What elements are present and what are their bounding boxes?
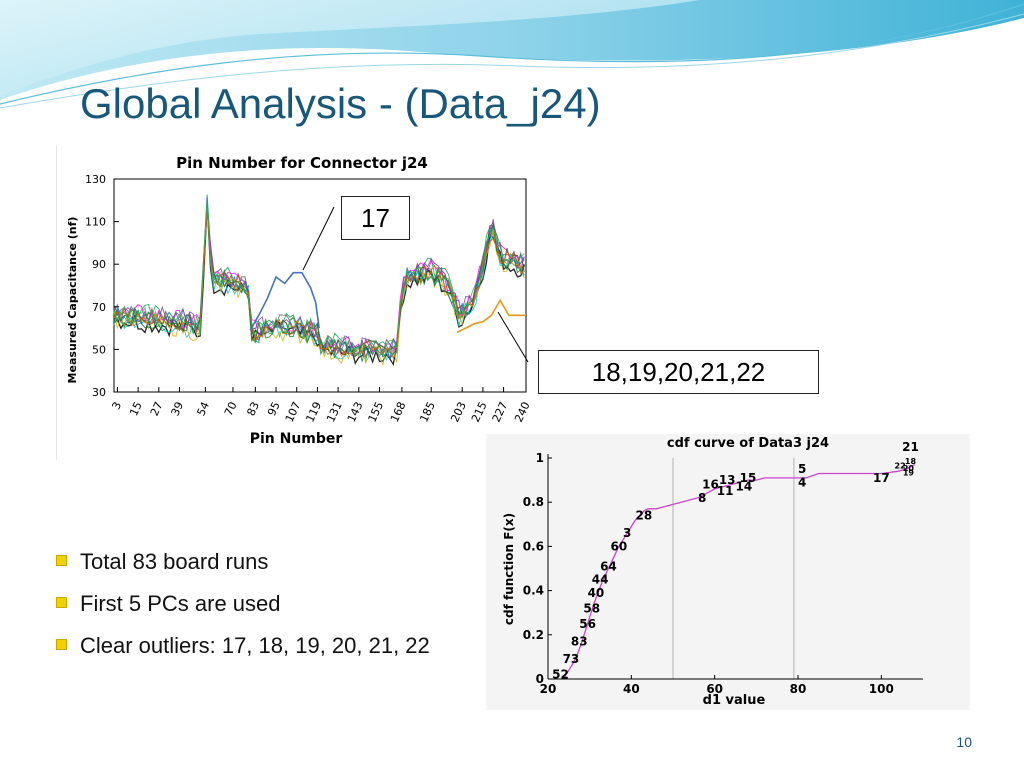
chart2-y-tick-label: 0.4 [523,584,544,598]
chart1-outlier-line [249,271,320,331]
bullet-text: Total 83 board runs [80,549,269,574]
chart1-y-axis-label: Measured Capacitance (nf) [66,217,79,384]
chart2-point-label: 16 [702,478,719,492]
chart1-title: Pin Number for Connector j24 [176,154,428,172]
chart2-y-axis-label: cdf function F(x) [502,513,516,625]
bullet-text: First 5 PCs are used [80,591,281,616]
chart2-point-label: 56 [579,617,596,631]
chart1-series-line [113,202,525,358]
chart2-point-label: 3 [623,526,631,540]
chart2-point-label: 52 [552,668,569,682]
chart1-y-tick-label: 50 [92,343,106,356]
chart2-point-label: 58 [583,601,600,615]
callout-pins-18-22: 18,19,20,21,22 [538,350,819,394]
bullet-marker-icon [56,555,67,566]
page-number: 10 [956,734,972,750]
bullet-list: Total 83 board runs First 5 PCs are used… [52,545,472,671]
chart2-point-label: 44 [592,573,609,587]
chart2-point-label: 15 [740,471,757,485]
chart1-x-tick-label: 95 [265,400,283,418]
chart1-y-tick-label: 130 [85,173,106,186]
chart2-point-label: 14 [735,480,752,494]
chart2-point-label: 28 [635,508,652,522]
chart2-point-label: 20 [903,464,915,473]
chart2-x-tick-label: 20 [540,682,557,696]
chart2-point-label: 13 [719,473,736,487]
chart2-point-label: 22 [895,462,906,471]
callout-pin-17-label: 17 [361,203,390,233]
chart2-point-label: 4 [798,475,806,489]
chart1-series-group [113,194,526,367]
chart2-point-label: 8 [698,491,706,505]
chart2-point-label: 60 [610,539,627,553]
chart2-point-label: 73 [563,652,580,666]
bullet-marker-icon [56,597,67,608]
bullet-marker-icon [56,639,67,650]
chart2-x-tick-label: 40 [623,682,640,696]
chart2-point-label: 17 [873,471,890,485]
chart2-y-tick-label: 0.8 [523,495,544,509]
bullet-item: Clear outliers: 17, 18, 19, 20, 21, 22 [52,629,472,662]
chart2-title: cdf curve of Data3 j24 [667,436,829,451]
chart2-y-tick-label: 0.2 [523,628,544,642]
chart2-cdf-line [564,464,916,678]
callout-pins-18-22-label: 18,19,20,21,22 [591,357,766,387]
chart1-x-tick-label: 83 [244,400,262,418]
chart2-point-label: 19 [903,468,915,477]
bullet-text: Clear outliers: 17, 18, 19, 20, 21, 22 [80,633,430,658]
chart2-x-tick-label: 60 [706,682,723,696]
chart1-x-axis-label: Pin Number [250,431,343,447]
chart2-plot-group: 20 40 60 80 10000.20.40.60.81527383565840446… [523,440,923,696]
chart2-point-label: 83 [571,634,588,648]
bullet-item: Total 83 board runs [52,545,472,578]
bullet-item: First 5 PCs are used [52,587,472,620]
chart1-series-line [113,208,525,359]
chart2-point-label: 18 [905,457,917,466]
chart1-x-tick-label: 15 [127,400,145,418]
chart2-point-label: 5 [798,462,806,476]
chart2-x-axis-label: d1 value [703,693,766,708]
cdf-line-chart: cdf curve of Data3 j24 cdf function F(x)… [486,434,970,710]
chart2-point-label: 11 [717,484,734,498]
chart1-y-tick-label: 30 [92,386,106,399]
chart1-y-tick-label: 110 [85,216,106,229]
capacitance-line-chart: Pin Number for Connector j24 Measured Ca… [56,145,540,460]
chart1-x-tick-label: 70 [222,400,240,418]
chart1-x-tick-label: 27 [148,400,166,418]
slide-title: Global Analysis - (Data_j24) [80,80,601,127]
chart2-y-tick-label: 1 [536,451,544,465]
chart2-point-label: 21 [902,440,919,454]
chart2-y-tick-label: 0 [536,672,544,686]
chart2-point-label: 64 [600,559,617,573]
callout-pin-17: 17 [341,196,410,240]
chart2-x-tick-label: 100 [869,682,894,696]
chart1-x-tick-label: 54 [194,400,212,418]
chart1-plot-frame [113,178,527,393]
header-wave-decoration [0,0,1024,109]
chart2-x-tick-label: 80 [790,682,807,696]
chart1-y-tick-label: 70 [92,301,106,314]
chart1-y-tick-label: 90 [92,258,106,271]
chart2-y-tick-label: 0.6 [523,539,544,553]
chart1-x-tick-label: 3 [109,400,124,412]
chart1-x-tick-label: 39 [169,400,187,418]
chart2-point-label: 40 [588,586,605,600]
chart1-series-line [113,204,525,358]
